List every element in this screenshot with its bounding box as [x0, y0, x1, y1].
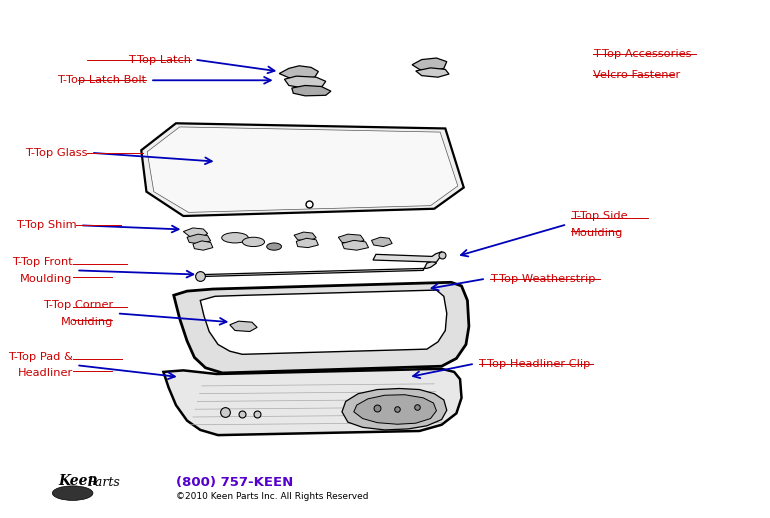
Ellipse shape	[243, 237, 265, 247]
Text: T-Top Latch Bolt: T-Top Latch Bolt	[57, 75, 146, 85]
Text: T-Top Side: T-Top Side	[571, 211, 628, 221]
Polygon shape	[294, 232, 316, 241]
Text: T-Top Glass: T-Top Glass	[25, 148, 88, 158]
Polygon shape	[371, 237, 392, 247]
Polygon shape	[296, 238, 318, 248]
Text: T-Top Accessories: T-Top Accessories	[593, 49, 691, 60]
Polygon shape	[183, 228, 208, 237]
Ellipse shape	[52, 486, 93, 500]
Polygon shape	[200, 290, 447, 354]
Polygon shape	[229, 321, 257, 332]
Text: T-Top Shim: T-Top Shim	[15, 220, 76, 231]
Text: T-Top Front: T-Top Front	[12, 257, 72, 267]
Polygon shape	[193, 241, 213, 250]
Text: ©2010 Keen Parts Inc. All Rights Reserved: ©2010 Keen Parts Inc. All Rights Reserve…	[176, 492, 369, 501]
Text: Headliner: Headliner	[18, 368, 72, 379]
Text: Moulding: Moulding	[571, 227, 623, 238]
Polygon shape	[198, 261, 437, 277]
Polygon shape	[292, 85, 331, 96]
Ellipse shape	[266, 243, 282, 250]
Text: T-Top Headliner Clip: T-Top Headliner Clip	[478, 358, 591, 369]
Polygon shape	[284, 76, 326, 88]
Polygon shape	[147, 127, 458, 212]
Polygon shape	[187, 234, 211, 244]
Polygon shape	[338, 234, 364, 243]
Text: Moulding: Moulding	[20, 274, 72, 284]
Text: (800) 757-KEEN: (800) 757-KEEN	[176, 476, 293, 490]
Polygon shape	[174, 282, 469, 373]
Text: T-Top Corner: T-Top Corner	[43, 300, 113, 310]
Polygon shape	[412, 58, 447, 71]
Text: Moulding: Moulding	[61, 316, 113, 327]
Polygon shape	[353, 395, 437, 424]
Text: T-Top Weatherstrip: T-Top Weatherstrip	[490, 274, 595, 284]
Polygon shape	[163, 369, 461, 435]
Polygon shape	[373, 252, 444, 262]
Polygon shape	[342, 240, 369, 250]
Text: Parts: Parts	[88, 476, 120, 490]
Text: Keen: Keen	[58, 473, 98, 488]
Ellipse shape	[222, 233, 248, 243]
Polygon shape	[280, 66, 318, 79]
Text: T-Top Pad &: T-Top Pad &	[8, 352, 72, 362]
Polygon shape	[342, 388, 447, 430]
Polygon shape	[141, 123, 464, 216]
Polygon shape	[416, 68, 449, 77]
Text: Velcro Fastener: Velcro Fastener	[593, 70, 680, 80]
Text: T-Top Latch: T-Top Latch	[128, 54, 191, 65]
